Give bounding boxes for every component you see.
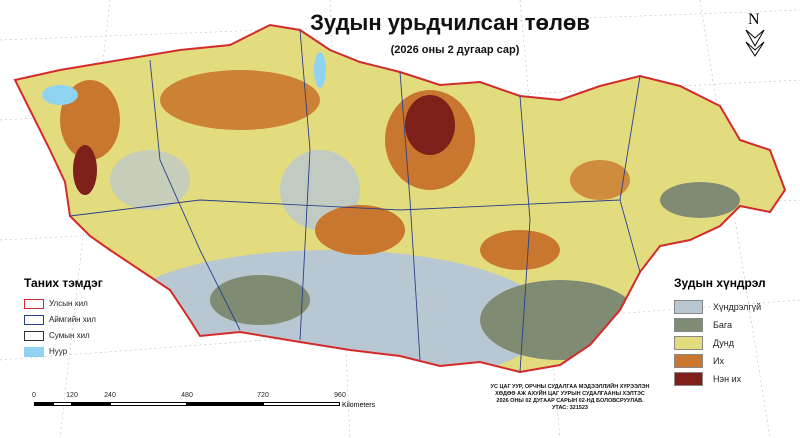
legend-item-very-high: Нэн их xyxy=(674,370,766,388)
swatch xyxy=(24,346,44,357)
scale-tick: 720 xyxy=(257,392,269,399)
scale-bar: 0 120 240 480 720 960 Kilometers xyxy=(30,392,375,422)
legend-label: Сумын хил xyxy=(49,331,90,340)
scale-tick: 120 xyxy=(66,392,78,399)
scale-segment xyxy=(187,402,263,406)
north-arrow-icon: N xyxy=(740,8,770,58)
aimag-borders xyxy=(69,29,641,373)
swatch xyxy=(674,372,703,386)
legend-label: Бага xyxy=(713,320,733,330)
scale-segment xyxy=(72,402,110,406)
swatch xyxy=(674,300,703,314)
scale-tick: 0 xyxy=(32,392,36,399)
legend-item-none: Хүндрэлгүй xyxy=(674,298,766,316)
scale-segment xyxy=(263,402,340,406)
legend-label: Дунд xyxy=(713,338,735,348)
swatch xyxy=(674,318,703,332)
scale-segment xyxy=(34,402,53,406)
credit-line: 2026 ОНЫ 02 ДУГААР САРЫН 02-НД БОЛОВСРУУ… xyxy=(496,398,644,404)
swatch xyxy=(24,314,44,325)
map-title: Зудын урьдчилсан төлөв xyxy=(310,10,590,35)
swatch xyxy=(24,330,44,341)
scale-tick: 240 xyxy=(104,392,116,399)
credits: УС ЦАГ УУР, ОРЧНЫ СУДАЛГАА МЭДЭЭЛЛИЙН ХҮ… xyxy=(470,384,670,412)
scale-tick: 960 xyxy=(334,392,346,399)
severity-legend-title: Зудын хүндрэл xyxy=(674,276,766,290)
legend-item-national-border: Улсын хил xyxy=(24,296,103,311)
legend-label: Улсын хил xyxy=(49,299,88,308)
severity-legend: Зудын хүндрэл Хүндрэлгүй Бага Дунд Их Нэ… xyxy=(674,276,766,388)
legend-item-lake: Нуур xyxy=(24,344,103,359)
scale-segment xyxy=(110,402,187,406)
map-subtitle: (2026 оны 2 дугаар сар) xyxy=(390,44,520,56)
scale-tick: 480 xyxy=(181,392,193,399)
north-label: N xyxy=(748,11,760,28)
legend-item-high: Их xyxy=(674,352,766,370)
credit-line: УТАС: 321523 xyxy=(552,405,588,411)
legend-label: Аймгийн хил xyxy=(49,315,96,324)
legend-label: Нуур xyxy=(49,347,68,356)
credit-line: УС ЦАГ УУР, ОРЧНЫ СУДАЛГАА МЭДЭЭЛЛИЙН ХҮ… xyxy=(490,384,650,390)
legend-label: Их xyxy=(713,356,724,366)
swatch xyxy=(674,336,703,350)
legend-item-low: Бага xyxy=(674,316,766,334)
legend-item-medium: Дунд xyxy=(674,334,766,352)
legend-label: Нэн их xyxy=(713,374,742,384)
boundary-legend-title: Таних тэмдэг xyxy=(24,276,103,290)
credit-line: ХӨДӨӨ АЖ АХУЙН ЦАГ УУРЫН СУДАЛГААНЫ ХЭЛТ… xyxy=(495,391,645,397)
scale-unit: Kilometers xyxy=(342,402,376,409)
legend-label: Хүндрэлгүй xyxy=(713,302,762,312)
legend-item-aimag-border: Аймгийн хил xyxy=(24,312,103,327)
scale-segment xyxy=(53,402,72,406)
swatch xyxy=(674,354,703,368)
legend-item-soum-border: Сумын хил xyxy=(24,328,103,343)
boundary-legend: Таних тэмдэг Улсын хил Аймгийн хил Сумын… xyxy=(24,276,103,360)
swatch xyxy=(24,298,44,309)
